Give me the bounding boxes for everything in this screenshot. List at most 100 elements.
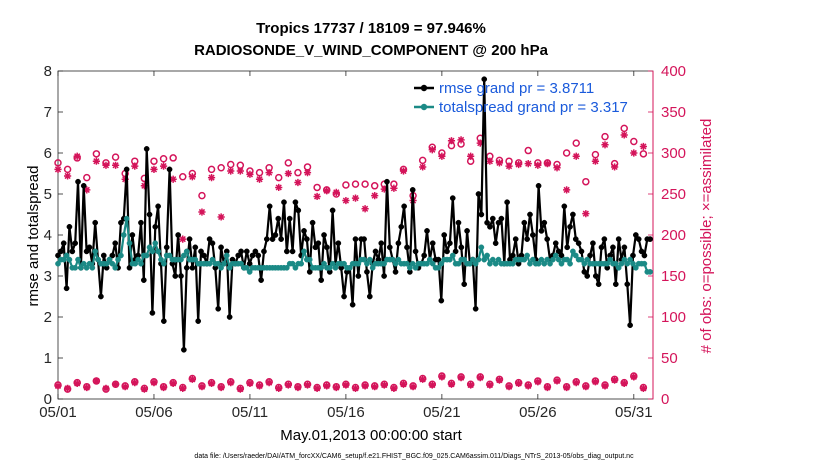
totalspread-point: [289, 260, 296, 267]
y-right-tick-label: 50: [661, 350, 678, 367]
totalspread-point: [283, 264, 290, 271]
obs-assimilated-marker: [236, 167, 244, 175]
obs-assimilated-marker: [639, 384, 648, 392]
totalspread-point: [527, 260, 533, 267]
rmse-point: [584, 273, 591, 279]
data-file-footnote: data file: /Users/raeder/DAI/ATM_forcXX/…: [194, 453, 634, 460]
obs-assimilated-marker: [515, 379, 523, 388]
obs-assimilated-marker: [591, 378, 600, 386]
obs-possible-marker: [361, 180, 369, 188]
rmse-point: [198, 248, 204, 255]
totalspread-point: [355, 260, 362, 267]
chart-title: Tropics 17737 / 18109 = 97.946%: [256, 20, 486, 37]
y-right-tick-label: 300: [661, 145, 686, 162]
obs-assimilated-marker: [54, 165, 62, 173]
totalspread-point: [447, 256, 453, 263]
obs-possible-marker: [207, 165, 216, 174]
obs-assimilated-marker: [630, 149, 638, 157]
obs-assimilated-marker: [351, 384, 360, 392]
obs-assimilated-marker: [505, 383, 513, 391]
totalspread-point: [92, 248, 99, 255]
obs-assimilated-marker: [83, 383, 91, 392]
obs-assimilated-marker: [447, 137, 456, 145]
totalspread-point: [321, 260, 327, 267]
totalspread-point: [160, 260, 167, 267]
rmse-point: [587, 252, 593, 259]
totalspread-point: [166, 252, 173, 259]
obs-assimilated-marker: [351, 194, 360, 202]
rmse-point: [189, 264, 196, 271]
totalspread-point: [126, 240, 133, 247]
rmse-point: [55, 252, 61, 259]
rmse-point: [304, 236, 310, 242]
totalspread-point: [618, 260, 625, 267]
totalspread-point: [604, 260, 611, 267]
obs-assimilated-marker: [188, 375, 196, 383]
totalspread-point: [292, 264, 299, 271]
y-right-tick-label: 200: [661, 227, 686, 244]
totalspread-point: [481, 256, 488, 263]
obs-assimilated-marker: [486, 157, 494, 165]
totalspread-point: [152, 240, 159, 247]
rmse-point: [209, 240, 216, 247]
totalspread-point: [78, 264, 84, 271]
obs-assimilated-marker: [476, 139, 484, 147]
obs-assimilated-marker: [438, 373, 446, 381]
obs-assimilated-marker: [543, 383, 552, 392]
obs-assimilated-marker: [198, 383, 206, 391]
obs-possible-marker: [524, 146, 532, 155]
totalspread-point: [630, 260, 636, 267]
obs-possible-marker: [294, 168, 302, 177]
totalspread-point: [132, 260, 139, 267]
totalspread-point: [632, 264, 639, 271]
totalspread-point: [298, 260, 304, 267]
rmse-point: [226, 314, 233, 320]
obs-assimilated-marker: [601, 382, 609, 390]
obs-assimilated-marker: [150, 165, 158, 173]
totalspread-point: [547, 260, 553, 267]
rmse-point: [129, 232, 136, 238]
totalspread-point: [103, 260, 110, 267]
totalspread-point: [246, 269, 253, 275]
totalspread-point: [627, 256, 633, 263]
totalspread-point: [192, 256, 199, 263]
totalspread-point: [524, 252, 530, 259]
obs-assimilated-marker: [284, 169, 292, 178]
rmse-point: [424, 228, 430, 234]
rmse-point: [321, 232, 327, 238]
obs-assimilated-marker: [563, 383, 571, 392]
totalspread-point: [558, 260, 565, 267]
rmse-point: [429, 240, 436, 247]
totalspread-point: [238, 260, 244, 267]
obs-assimilated-marker: [620, 131, 628, 139]
totalspread-point: [584, 256, 591, 263]
rmse-point: [398, 223, 405, 230]
rmse-point: [318, 277, 325, 283]
x-tick-label: 05/31: [615, 404, 653, 421]
obs-assimilated-marker: [246, 170, 254, 178]
obs-assimilated-marker: [188, 173, 196, 181]
legend-marker-totalspread: [420, 103, 428, 111]
rmse-point: [215, 305, 222, 312]
obs-possible-marker: [630, 137, 638, 146]
rmse-point: [632, 232, 639, 238]
totalspread-point: [492, 260, 499, 267]
obs-possible-marker: [179, 173, 187, 181]
obs-assimilated-marker: [294, 383, 302, 392]
y-right-tick-label: 100: [661, 309, 686, 326]
rmse-point: [283, 248, 290, 255]
rmse-point: [610, 244, 616, 251]
totalspread-point: [138, 260, 144, 267]
obs-assimilated-marker: [73, 152, 81, 160]
totalspread-point: [555, 256, 562, 263]
totalspread-point: [158, 256, 164, 263]
rmse-point: [478, 211, 485, 218]
totalspread-point: [183, 248, 190, 255]
rmse-point: [492, 240, 499, 247]
totalspread-point: [407, 264, 413, 271]
totalspread-point: [329, 260, 336, 267]
obs-assimilated-marker: [332, 383, 340, 392]
obs-assimilated-marker: [553, 377, 561, 385]
rmse-point: [386, 244, 393, 251]
totalspread-point: [332, 264, 339, 271]
